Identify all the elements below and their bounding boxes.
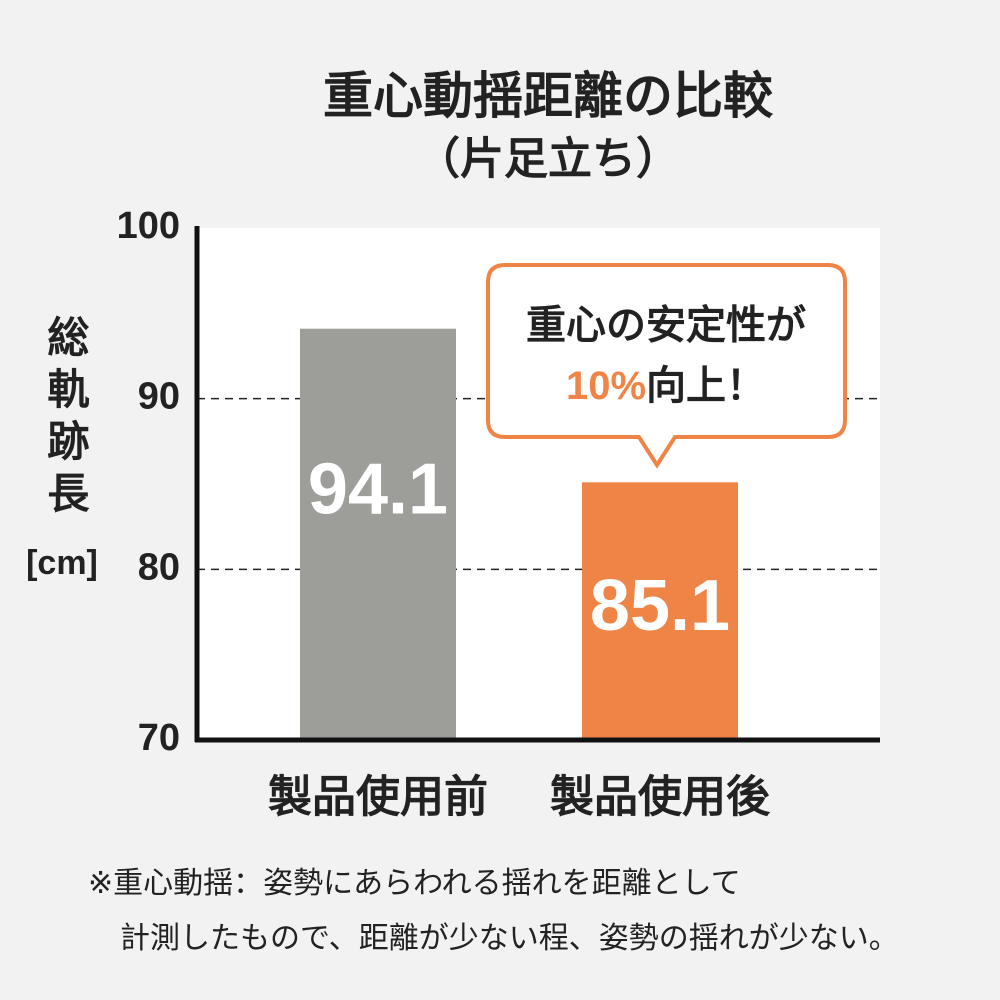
- chart-title: 重心動揺距離の比較: [323, 68, 774, 124]
- value-label: 85.1: [590, 566, 730, 646]
- callout-highlight: 10%: [566, 364, 646, 408]
- x-tick-label: 製品使用前: [268, 773, 488, 822]
- y-tick-label: 80: [138, 546, 180, 588]
- bar: [582, 482, 738, 740]
- bar: [300, 328, 456, 740]
- footnote: ※重心動揺：姿勢にあらわれる揺れを距離として: [88, 867, 741, 900]
- callout-rest: 向上！: [646, 364, 766, 408]
- y-axis-label: 総軌跡長: [42, 315, 89, 523]
- value-label: 94.1: [308, 449, 448, 529]
- callout-box: [486, 263, 847, 469]
- y-tick-label: 90: [138, 376, 180, 418]
- chart-subtitle: （片足立ち）: [416, 135, 680, 184]
- x-tick-label: 製品使用後: [550, 773, 771, 822]
- callout-text-line: 10%向上！: [566, 364, 766, 408]
- callout-text: 重心の安定性が: [526, 304, 806, 348]
- y-tick-label: 100: [117, 205, 180, 247]
- footnote: 計測したもので、距離が少ない程、姿勢の揺れが少ない。: [120, 922, 899, 955]
- y-axis-unit: [cm]: [26, 544, 98, 582]
- y-tick-label: 70: [138, 717, 180, 759]
